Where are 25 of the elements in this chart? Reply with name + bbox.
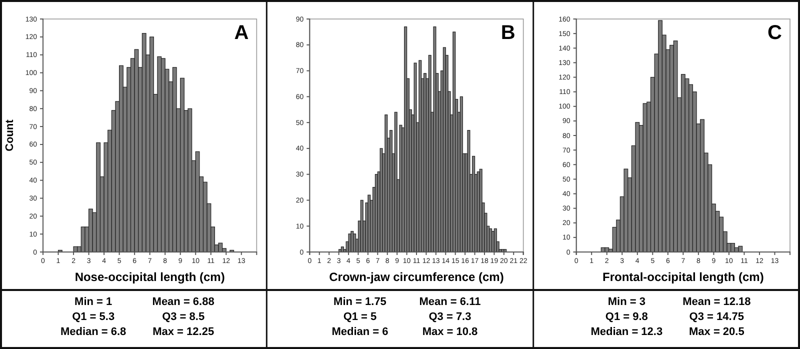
- text: Mean = 6.11: [419, 296, 481, 308]
- text: Median = 12.3: [590, 326, 663, 338]
- text: Min = 3: [608, 296, 646, 308]
- text: Q3 = 14.75: [689, 311, 744, 323]
- text: Median = 6: [332, 326, 388, 338]
- chart-title: A: [234, 22, 249, 44]
- text: Mean = 6.88: [152, 296, 214, 308]
- chart-title: C: [768, 22, 782, 44]
- x-axis-title: Crown-jaw circumference (cm): [329, 270, 504, 284]
- text: Median = 6.8: [60, 326, 126, 338]
- text: Max = 12.25: [152, 326, 214, 338]
- text: Q1 = 9.8: [605, 311, 648, 323]
- text: Q1 = 5: [343, 311, 377, 323]
- text: Q1 = 5.3: [72, 311, 115, 323]
- text: Max = 10.8: [422, 326, 478, 338]
- x-axis-title: Nose-occipital length (cm): [74, 270, 225, 284]
- text: Min = 1.75: [334, 296, 386, 308]
- text: Mean = 12.18: [682, 296, 751, 308]
- text: Max = 20.5: [688, 326, 744, 338]
- text: Q3 = 8.5: [162, 311, 205, 323]
- text: Q3 = 7.3: [428, 311, 472, 323]
- x-axis-title: Frontal-occipital length (cm): [602, 270, 764, 284]
- y-axis-title: Count: [4, 119, 16, 152]
- chart-title: B: [500, 22, 516, 44]
- text: Min = 1: [74, 296, 112, 308]
